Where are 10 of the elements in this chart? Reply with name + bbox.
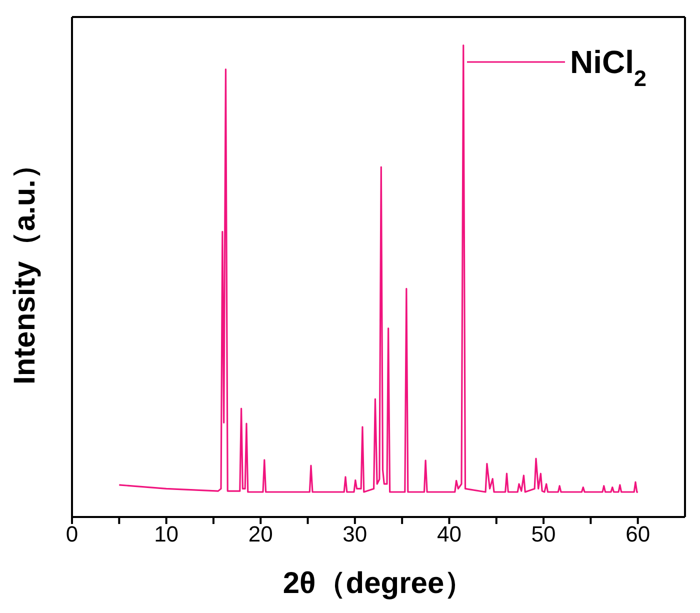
y-axis-title: Intensity（a.u.） (8, 149, 42, 385)
x-tick-label: 0 (66, 522, 78, 547)
x-tick-label: 60 (626, 522, 650, 547)
annotation: NiCl$_{2}$ (570, 44, 646, 90)
x-tick-label: 20 (248, 522, 273, 547)
x-tick-label: 50 (531, 522, 556, 547)
x-axis-title: 2θ（degree） (282, 567, 474, 600)
x-tick-label: 30 (342, 522, 368, 547)
x-tick-label: 40 (436, 522, 462, 547)
x-tick-label: 10 (154, 522, 179, 547)
